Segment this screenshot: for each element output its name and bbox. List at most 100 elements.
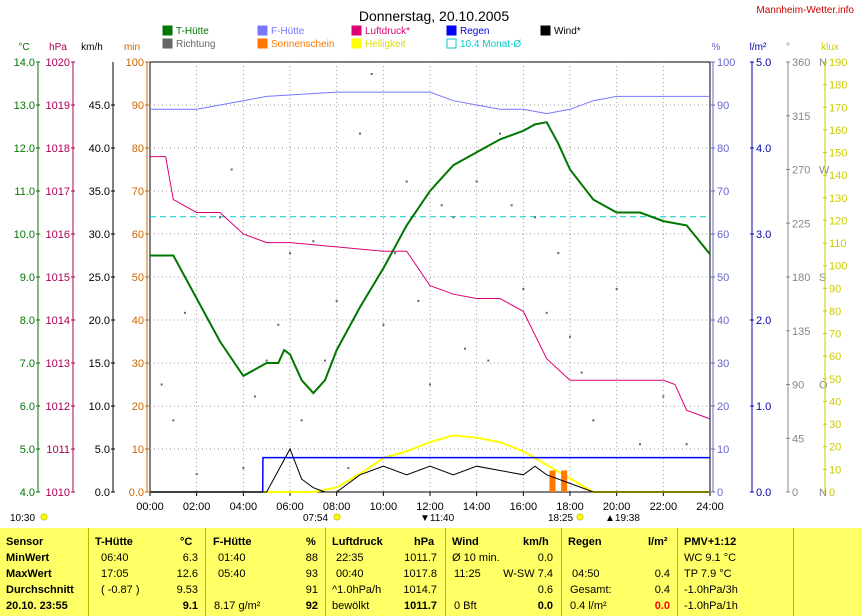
direction-point	[534, 216, 536, 219]
axis-unit-lux: klux	[821, 42, 839, 53]
wind-axis-tick-label: 15.0	[89, 358, 110, 370]
x-tick-label: 22:00	[650, 501, 678, 513]
series-t-huette	[150, 121, 711, 395]
temp-axis-tick-label: 12.0	[14, 143, 35, 155]
direction-point	[662, 395, 665, 398]
humidity-axis-tick-label: 10	[717, 444, 729, 456]
fhuette-header: F-Hütte	[213, 536, 252, 548]
direction-point	[347, 467, 350, 470]
rain-axis-tick-label: 1.0	[756, 401, 771, 413]
legend-label: F-Hütte	[271, 26, 305, 37]
direction-point	[160, 383, 163, 386]
luftdruck-weather: bewölkt	[332, 600, 370, 612]
x-tick-label: 12:00	[416, 501, 444, 513]
series-f-huette	[150, 91, 710, 115]
site-link[interactable]: Mannheim-Wetter.info	[756, 5, 854, 16]
temp-axis-tick-label: 7.0	[20, 358, 35, 370]
direction-point	[359, 132, 361, 135]
sun-event-end: ▲19:38	[605, 513, 640, 524]
x-tick-label: 00:00	[136, 501, 164, 513]
pressure-axis-tick-label: 1020	[46, 57, 70, 69]
direction-point	[592, 419, 595, 422]
humidity-axis-tick-label: 30	[717, 358, 729, 370]
direction-point	[312, 240, 315, 243]
direction-axis-compass-label: S	[819, 272, 826, 284]
direction-point	[557, 252, 560, 255]
fhuette-unit: %	[306, 536, 316, 548]
pressure-axis-tick-label: 1018	[46, 143, 70, 155]
direction-point	[265, 359, 268, 362]
direction-point	[370, 72, 373, 75]
direction-point	[487, 359, 490, 362]
sun-event-sunrise: 07:54	[303, 513, 328, 524]
chart-legend: T-Hütte Richtung F-Hütte Sonnenschein Luftdr…	[162, 25, 581, 50]
lux-axis-tick-label: 50	[829, 374, 841, 386]
regen-unit: l/m²	[648, 536, 668, 548]
legend-label: T-Hütte	[176, 26, 209, 37]
wind-header: Wind	[452, 536, 479, 548]
direction-point	[417, 299, 420, 302]
x-tick-label: 14:00	[463, 501, 491, 513]
direction-axis-tick-label: 90	[792, 380, 804, 392]
wind-axis-tick-label: 45.0	[89, 100, 110, 112]
legend-label: Sonnenschein	[271, 39, 334, 50]
legend-swatch	[446, 38, 457, 49]
luftdruck-min-time: 22:35	[336, 552, 364, 564]
direction-axis-tick-label: 225	[792, 218, 810, 230]
sun-axis-tick-label: 60	[132, 229, 144, 241]
wind-axis-tick-label: 40.0	[89, 143, 110, 155]
thuette-current: 9.1	[182, 600, 198, 612]
pressure-axis-tick-label: 1019	[46, 100, 70, 112]
legend-swatch	[257, 38, 268, 49]
pmv-header: PMV+1:12	[684, 536, 737, 548]
direction-axis-tick-label: 0	[792, 487, 798, 499]
x-tick-label: 20:00	[603, 501, 631, 513]
thuette-min: 6.3	[182, 552, 198, 564]
direction-point	[230, 168, 233, 171]
sensor-row-avg: Durchschnitt	[6, 584, 74, 596]
pressure-axis-tick-label: 1017	[46, 186, 70, 198]
series-layer	[150, 72, 711, 493]
direction-axis-tick-label: 45	[792, 433, 804, 445]
sun-axis-tick-label: 50	[132, 272, 144, 284]
lux-axis-tick-label: 110	[829, 238, 847, 250]
series-wind	[150, 447, 710, 493]
sun-events: 10:30 07:54 ▼11:40 18:25 ▲19:38	[10, 513, 640, 524]
direction-axis-tick-label: 180	[792, 272, 810, 284]
thuette-min-time: 06:40	[101, 552, 129, 564]
chart-title: Donnerstag, 20.10.2005	[359, 8, 509, 24]
pressure-axis-tick-label: 1013	[46, 358, 70, 370]
axis-units: °C hPa km/h min% l/m² ° klux	[18, 42, 839, 53]
regen-max: 0.4	[654, 568, 670, 580]
direction-point	[615, 287, 618, 290]
lux-axis-tick-label: 150	[829, 148, 847, 160]
direction-point	[522, 287, 525, 290]
humidity-axis-tick-label: 0	[717, 487, 723, 499]
legend-label: Regen	[460, 26, 489, 37]
sun-event-sunset: 18:25	[548, 513, 573, 524]
sensor-row-max: MaxWert	[6, 568, 52, 580]
wind-max: W-SW 7.4	[503, 568, 553, 580]
sun-axis-tick-label: 100	[126, 57, 144, 69]
luftdruck-trend: ^1.0hPa/h	[332, 584, 382, 596]
pmv-trend-3h: -1.0hPa/3h	[684, 584, 738, 596]
legend-label: 10.4 Monat-Ø	[460, 39, 521, 50]
thuette-max: 12.6	[176, 568, 198, 580]
luftdruck-current: 1011.7	[403, 600, 437, 612]
direction-axis-tick-label: 270	[792, 165, 810, 177]
pressure-axis-tick-label: 1016	[46, 229, 70, 241]
stats-panel: Sensor MinWert MaxWert Durchschnitt 20.1…	[0, 528, 862, 616]
lux-axis-tick-label: 130	[829, 193, 847, 205]
direction-point	[510, 204, 513, 207]
rain-axis-tick-label: 4.0	[756, 143, 771, 155]
direction-axis-compass-label: N	[819, 487, 827, 499]
temp-axis-tick-label: 5.0	[20, 444, 35, 456]
lux-axis-tick-label: 160	[829, 125, 847, 137]
wind-axis-tick-label: 30.0	[89, 229, 110, 241]
axis-unit-humidity: %	[712, 42, 721, 53]
direction-point	[254, 395, 256, 398]
direction-point	[184, 311, 186, 314]
legend-swatch	[257, 25, 268, 36]
humidity-axis-tick-label: 60	[717, 229, 729, 241]
rain-axis-tick-label: 5.0	[756, 57, 771, 69]
